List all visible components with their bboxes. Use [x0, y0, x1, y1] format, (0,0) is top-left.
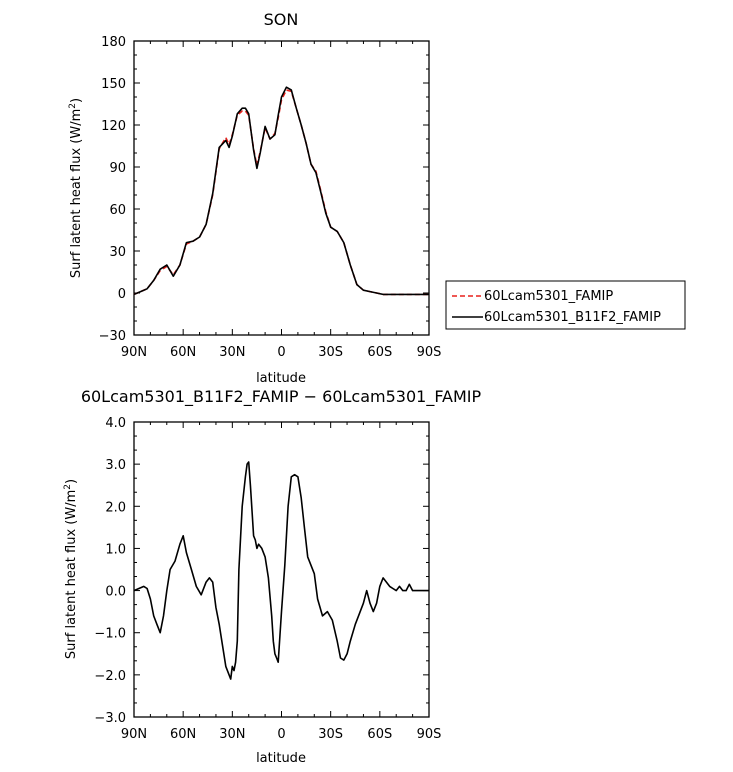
legend-label-b11f2: 60Lcam5301_B11F2_FAMIP: [484, 310, 661, 325]
legend-frame: [445, 280, 686, 330]
series-line-difference: [133, 461, 429, 680]
top-plot-frame: [133, 40, 430, 336]
top-y-axis-label-close: ): [69, 98, 84, 103]
x-tick-label: 90N: [121, 345, 147, 360]
top-y-axis-label-sup: 2: [68, 103, 78, 109]
y-tick-label: 2.0: [105, 500, 126, 515]
x-tick-label: 0: [277, 727, 285, 742]
x-tick-label: 30N: [219, 345, 245, 360]
bottom-chart-title: 60Lcam5301_B11F2_FAMIP − 60Lcam5301_FAMI…: [81, 387, 482, 407]
y-tick-label: 0.0: [105, 585, 126, 600]
y-tick-label: 90: [109, 161, 126, 176]
bottom-chart: 60Lcam5301_B11F2_FAMIP − 60Lcam5301_FAMI…: [63, 387, 482, 766]
y-tick-label: 0: [118, 287, 126, 302]
top-series-lines: [133, 86, 429, 296]
bottom-y-axis-label-close: ): [64, 479, 79, 484]
top-x-axis-label: latitude: [256, 371, 306, 386]
bottom-x-axis-label: latitude: [256, 751, 306, 766]
y-tick-label: −2.0: [94, 669, 126, 684]
x-tick-label: 90S: [417, 727, 442, 742]
bottom-series-lines: [133, 461, 429, 680]
top-y-axis-label-main: Surf latent heat flux (W/m: [69, 109, 84, 278]
bottom-plot-frame: [133, 421, 430, 718]
bottom-y-axis-label-sup: 2: [63, 484, 73, 490]
x-tick-label: 30S: [318, 727, 343, 742]
y-tick-label: 4.0: [105, 416, 126, 431]
x-tick-label: 0: [277, 345, 285, 360]
y-tick-label: 30: [109, 245, 126, 260]
y-tick-label: 120: [101, 119, 126, 134]
bottom-y-axis-label-main: Surf latent heat flux (W/m: [64, 490, 79, 659]
x-tick-label: 30N: [219, 727, 245, 742]
top-y-axis-label: Surf latent heat flux (W/m2): [68, 98, 84, 278]
y-tick-label: 3.0: [105, 458, 126, 473]
y-tick-label: −30: [99, 329, 126, 344]
bottom-y-axis-label: Surf latent heat flux (W/m2): [63, 479, 79, 659]
series-line-60lcam5301-b11f2-famip: [133, 86, 429, 296]
y-tick-label: −3.0: [94, 711, 126, 726]
y-tick-label: 180: [101, 35, 126, 50]
top-legend: 60Lcam5301_FAMIP 60Lcam5301_B11F2_FAMIP: [445, 280, 686, 330]
legend-label-famip: 60Lcam5301_FAMIP: [484, 289, 613, 304]
series-line-60lcam5301-famip: [133, 89, 429, 296]
x-tick-label: 60N: [170, 345, 196, 360]
x-tick-label: 90N: [121, 727, 147, 742]
top-chart-title: SON: [264, 10, 299, 29]
bottom-axis-ticks: 90N 60N 30N 0 30S 60S 90S −3.0 −2.0 −1.0 0.0 1.0 2.0…: [94, 416, 441, 742]
x-tick-label: 90S: [417, 345, 442, 360]
x-tick-label: 60S: [367, 345, 392, 360]
y-tick-label: 1.0: [105, 542, 126, 557]
top-chart: SON 90N 60N 30N 0 30S 60S 90S −30 0 30 60 90 120 150 1…: [68, 10, 686, 386]
x-tick-label: 30S: [318, 345, 343, 360]
x-tick-label: 60N: [170, 727, 196, 742]
y-tick-label: 60: [109, 203, 126, 218]
x-tick-label: 60S: [367, 727, 392, 742]
y-tick-label: 150: [101, 77, 126, 92]
y-tick-label: −1.0: [94, 627, 126, 642]
top-axis-ticks: 90N 60N 30N 0 30S 60S 90S −30 0 30 60 90 120 150 180: [99, 35, 442, 360]
